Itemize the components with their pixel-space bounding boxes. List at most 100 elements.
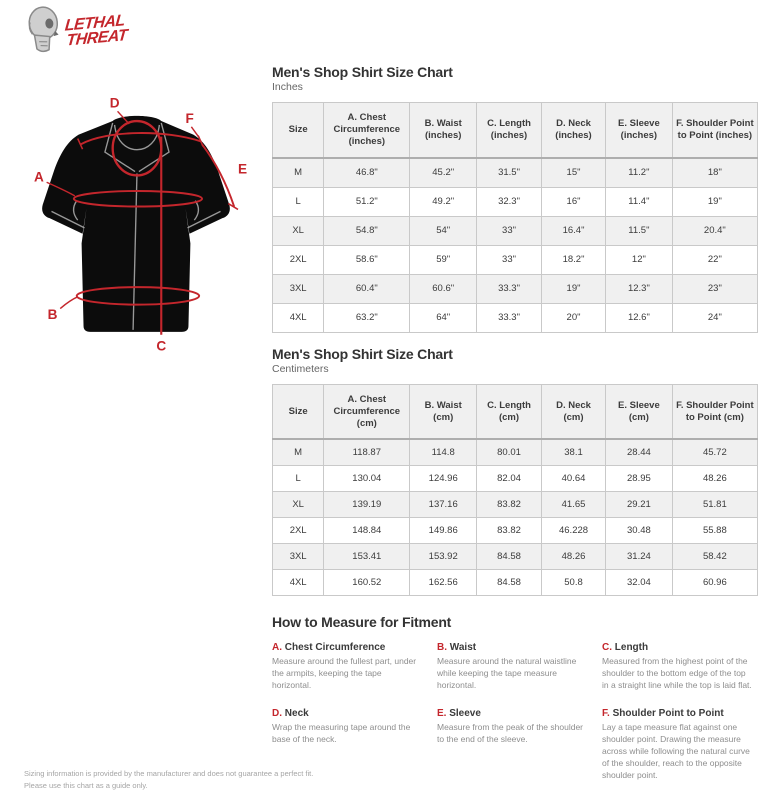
table-row: M 46.8" 45.2" 31.5" 15" 11.2" 18" [271,157,759,188]
value-cell: 24" [671,302,759,333]
fitment-name: Chest Circumference [284,642,386,654]
value-cell: 19" [671,186,759,217]
header-cell: B. Waist (cm) [409,383,478,441]
fitment-name: Waist [449,642,477,654]
value-cell: 80.01 [476,438,542,467]
header-cell: F. Shoulder Point to Point (cm) [671,383,759,441]
fitment-item: E. Sleeve Measure from the peak of the sh… [437,708,587,781]
fitment-item-title: D. Neck [272,708,422,719]
header-row: Size A. Chest Circumference (cm) B. Waist … [271,383,759,441]
value-cell: 31.24 [605,543,673,571]
size-cell: XL [271,215,325,246]
size-cell: M [271,438,325,467]
cm-table-subtitle: Centimeters [272,362,329,375]
inches-size-table: Size A. Chest Circumference (inches) B. Wa… [271,102,759,333]
fitment-letter: F. [602,708,613,720]
value-cell: 54.8" [323,215,411,246]
value-cell: 23" [671,273,759,304]
value-cell: 11.2" [605,157,673,188]
value-cell: 139.19 [323,491,411,519]
value-cell: 124.96 [409,465,478,493]
inches-table-subtitle: Inches [272,81,303,94]
value-cell: 12.6" [605,302,673,333]
value-cell: 40.64 [540,465,607,493]
fitment-description: Measure around the fullest part, under t… [272,656,417,691]
size-cell: L [271,186,325,217]
disclaimer-line2: Please use this chart as a guide only. [24,781,148,790]
value-cell: 160.52 [323,569,411,597]
size-cell: XL [271,491,325,519]
value-cell: 130.04 [323,465,411,493]
fitment-item-title: F. Shoulder Point to Point [602,708,752,719]
table-row: M 118.87 114.8 80.01 38.1 28.44 45.72 [271,438,759,467]
value-cell: 28.95 [605,465,673,493]
fitment-name: Neck [284,708,309,720]
disclaimer: Sizing information is provided by the ma… [24,768,313,792]
fitment-item: D. Neck Wrap the measuring tape around th… [272,708,422,781]
value-cell: 19" [540,273,607,304]
how-to-measure-section: How to Measure for Fitment A. Chest Circ… [272,614,758,781]
fitment-letter: C. [602,642,615,654]
fitment-description: Measured from the highest point of the s… [602,656,752,691]
fitment-item: C. Length Measured from the highest point… [602,642,752,692]
fitment-letter: A. [272,642,285,654]
value-cell: 33.3" [476,302,542,333]
value-cell: 16" [540,186,607,217]
table-row: XL 139.19 137.16 83.82 41.65 29.21 51.81 [271,491,759,519]
fitment-title: How to Measure for Fitment [272,614,452,631]
brand-line2: THREAT [65,27,128,50]
diagram-label-f: F [186,111,194,126]
diagram-label-a: A [34,169,44,184]
fitment-name: Shoulder Point to Point [612,708,724,720]
value-cell: 55.88 [671,517,759,545]
value-cell: 137.16 [409,491,478,519]
value-cell: 114.8 [409,438,478,467]
value-cell: 33.3" [476,273,542,304]
value-cell: 16.4" [540,215,607,246]
value-cell: 83.82 [476,491,542,519]
size-chart-column: Men's Shop Shirt Size Chart Inches Size A… [271,64,759,782]
table-row: XL 54.8" 54" 33" 16.4" 11.5" 20.4" [271,215,759,246]
skull-icon [22,3,68,62]
value-cell: 11.5" [605,215,673,246]
header-cell: C. Length (cm) [476,383,542,441]
cm-size-table: Size A. Chest Circumference (cm) B. Waist … [271,383,759,597]
value-cell: 63.2" [323,302,411,333]
table-row: L 51.2" 49.2" 32.3" 16" 11.4" 19" [271,186,759,217]
value-cell: 60.6" [409,273,478,304]
fitment-name: Sleeve [449,708,481,720]
fitment-name: Length [614,642,649,654]
value-cell: 153.92 [409,543,478,571]
value-cell: 49.2" [409,186,478,217]
size-chart-inches-section: Men's Shop Shirt Size Chart Inches Size A… [271,64,759,333]
value-cell: 51.2" [323,186,411,217]
fitment-grid: A. Chest Circumference Measure around the… [272,642,758,781]
value-cell: 32.04 [605,569,673,597]
header-cell: F. Shoulder Point to Point (inches) [671,102,759,159]
fitment-description: Measure around the natural waistline whi… [437,656,577,691]
table-row: 2XL 148.84 149.86 83.82 46.228 30.48 55.88 [271,517,759,545]
header-cell: B. Waist (inches) [409,102,478,159]
fitment-description: Measure from the peak of the shoulder to… [437,722,583,744]
value-cell: 149.86 [409,517,478,545]
size-chart-cm-section: Men's Shop Shirt Size Chart Centimeters … [271,345,759,597]
cm-table-title: Men's Shop Shirt Size Chart [272,345,453,362]
table-row: 4XL 63.2" 64" 33.3" 20" 12.6" 24" [271,302,759,333]
value-cell: 84.58 [476,543,542,571]
value-cell: 15" [540,157,607,188]
table-row: 3XL 60.4" 60.6" 33.3" 19" 12.3" 23" [271,273,759,304]
value-cell: 29.21 [605,491,673,519]
value-cell: 45.72 [671,438,759,467]
value-cell: 64" [409,302,478,333]
header-cell: E. Sleeve (inches) [605,102,673,159]
value-cell: 60.96 [671,569,759,597]
shirt-measurement-diagram: A B C D E F [14,88,258,360]
header-cell: A. Chest Circumference (cm) [323,383,411,441]
table-row: 2XL 58.6" 59" 33" 18.2" 12" 22" [271,244,759,275]
size-cell: M [271,157,325,188]
value-cell: 148.84 [323,517,411,545]
disclaimer-line1: Sizing information is provided by the ma… [24,769,314,778]
value-cell: 58.42 [671,543,759,571]
value-cell: 18" [671,157,759,188]
value-cell: 84.58 [476,569,542,597]
